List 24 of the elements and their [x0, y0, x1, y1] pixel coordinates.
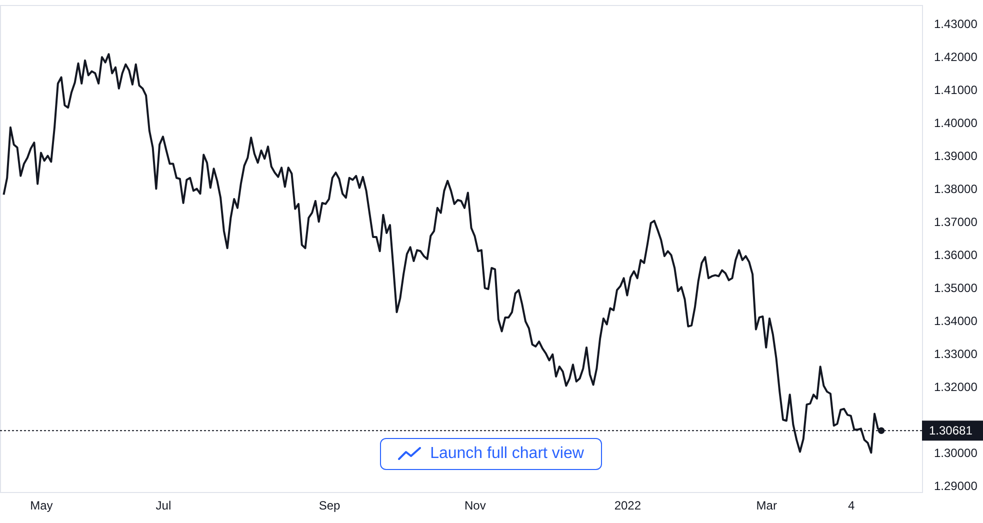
y-tick-label: 1.36000 [934, 248, 978, 262]
x-tick-label: 4 [848, 498, 855, 512]
y-tick-label: 1.40000 [934, 116, 978, 130]
y-tick-label: 1.30000 [934, 446, 978, 460]
ref-line-label: 1.30681 [929, 424, 973, 438]
y-tick-label: 1.35000 [934, 281, 978, 296]
y-tick-label: 1.29000 [934, 479, 978, 494]
x-tick-label: May [30, 498, 53, 512]
y-tick-label: 1.32000 [934, 380, 978, 394]
y-tick-label: 1.42000 [934, 50, 978, 64]
y-tick-label: 1.38000 [934, 182, 978, 196]
y-tick-label: 1.34000 [934, 314, 978, 328]
x-tick-label: Nov [464, 498, 486, 512]
y-tick-label: 1.37000 [934, 215, 978, 230]
y-tick-label: 1.39000 [934, 149, 978, 164]
x-tick-label: 2022 [614, 498, 642, 512]
x-tick-label: Mar [756, 498, 777, 512]
x-tick-label: Sep [318, 498, 340, 512]
annotation: Launch full chart view [430, 445, 584, 463]
y-tick-label: 1.41000 [934, 83, 978, 98]
chart-view-button: Launch full chart view [380, 438, 602, 470]
y-tick-label: 1.43000 [934, 17, 978, 32]
x-tick-label: Jul [156, 498, 172, 512]
y-tick-label: 1.33000 [934, 347, 978, 362]
